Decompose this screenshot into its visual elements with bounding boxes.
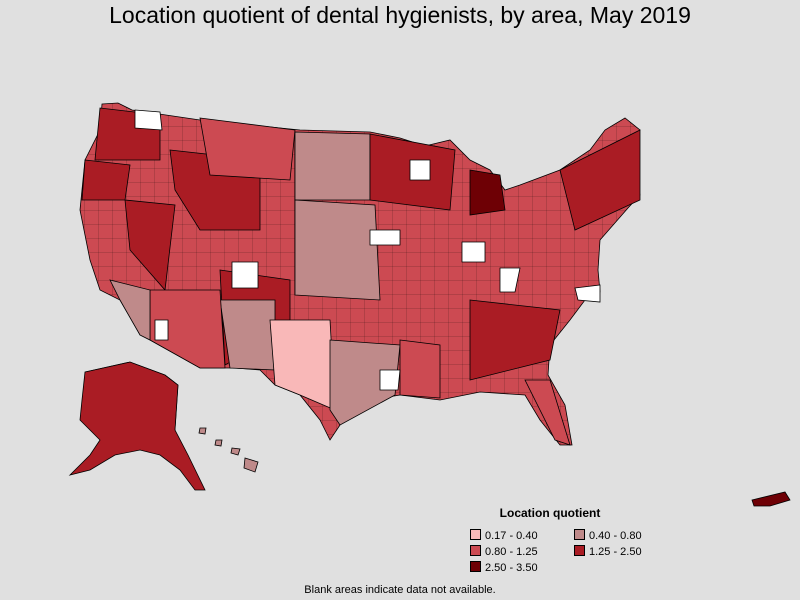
puerto-rico — [751, 491, 791, 507]
region-california-south — [109, 279, 151, 341]
legend-item-1-25-2-50: 1.25 - 2.50 — [574, 545, 642, 558]
region-montana — [199, 117, 296, 181]
legend-swatch — [470, 529, 481, 540]
legend-label: 0.40 - 0.80 — [589, 530, 642, 542]
blank-area-arizona — [154, 319, 169, 341]
blank-area-washington — [134, 109, 163, 131]
hawaii-big-island — [243, 457, 259, 473]
blank-area-louisiana — [379, 369, 401, 391]
legend-swatch — [470, 545, 481, 556]
legend-swatch — [574, 545, 585, 556]
region-florida — [524, 379, 571, 446]
region-michigan — [469, 169, 506, 216]
region-northeast — [559, 129, 641, 231]
legend-swatch — [574, 529, 585, 540]
legend-label: 0.17 - 0.40 — [485, 530, 538, 542]
region-kansas-nebraska — [294, 199, 381, 301]
legend-label: 2.50 - 3.50 — [485, 562, 538, 574]
legend-title: Location quotient — [499, 506, 601, 520]
alaska-shape — [68, 361, 206, 491]
legend-item-0-80-1-25: 0.80 - 1.25 — [470, 545, 538, 558]
region-southeast — [469, 299, 561, 381]
puerto-rico-shape — [751, 491, 791, 507]
region-dakotas — [294, 131, 371, 201]
contiguous-us — [79, 102, 641, 446]
hawaii-oahu — [214, 439, 223, 447]
alaska — [68, 361, 206, 491]
legend-item-0-17-0-40: 0.17 - 0.40 — [470, 529, 538, 542]
map-title: Location quotient of dental hygienists, … — [109, 2, 691, 28]
footnote: Blank areas indicate data not available. — [304, 584, 496, 596]
legend-label: 1.25 - 2.50 — [589, 546, 642, 558]
blank-area-iowa — [369, 229, 401, 246]
legend-label: 0.80 - 1.25 — [485, 546, 538, 558]
blank-area-wisconsin — [409, 159, 431, 181]
blank-area-kentucky — [499, 267, 521, 293]
hawaii-kauai — [198, 427, 207, 435]
hawaii-maui — [230, 447, 241, 456]
region-texas-east — [329, 339, 401, 426]
blank-area-colorado — [231, 261, 259, 289]
blank-area-virginia — [574, 284, 601, 303]
legend-item-2-50-3-50: 2.50 - 3.50 — [470, 561, 538, 574]
region-oregon-coast — [81, 159, 131, 201]
hawaii — [198, 427, 259, 473]
legend-swatch — [470, 561, 481, 572]
legend-item-0-40-0-80: 0.40 - 0.80 — [574, 529, 642, 542]
region-texas-west — [269, 319, 336, 411]
blank-area-indiana — [461, 241, 486, 263]
region-louisiana — [399, 339, 441, 399]
